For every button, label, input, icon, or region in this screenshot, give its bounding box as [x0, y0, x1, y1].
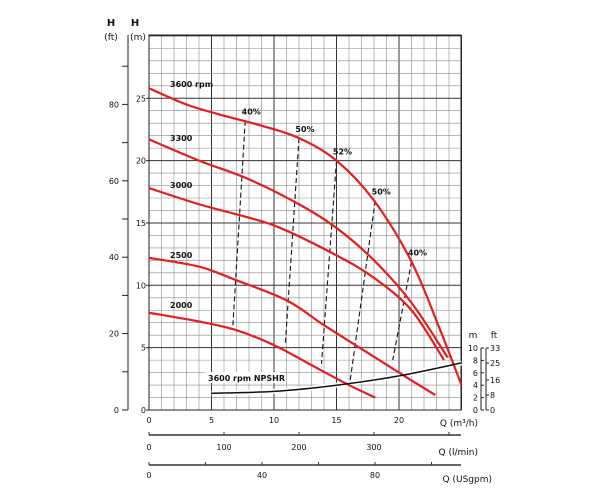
efficiency-line-2	[320, 160, 338, 364]
npsh-tick-label-ft: 25	[490, 359, 500, 368]
npsh-axis-unit-m: m	[469, 331, 478, 341]
efficiency-line-1	[284, 138, 300, 346]
x-tick-label-m3h: 15	[331, 416, 341, 425]
curve-label: 2500	[170, 251, 193, 260]
npsh-axis-unit-ft: ft	[491, 331, 498, 341]
y-tick-label-m: 10	[136, 281, 146, 290]
head-curve-3600-rpm	[148, 87, 463, 386]
efficiency-label: 50%	[295, 125, 314, 134]
curve-label: 3600 rpm	[170, 80, 213, 89]
labels: 40% 50% 52% 50% 40% 3600 rpm 3300 3000 2500 2000 3…	[170, 80, 427, 383]
x-tick-label-usgpm: 80	[370, 471, 380, 480]
npsh-tick-label-m: 2	[473, 394, 478, 403]
x-tick-label-lmin: 0	[146, 443, 151, 452]
x-axis-title-m3h: Q (m³/h)	[440, 419, 478, 429]
x-tick-label-usgpm: 40	[257, 471, 267, 480]
npsh-tick-label-m: 4	[473, 381, 478, 390]
curve-label: 3000	[170, 181, 193, 190]
npsh-tick-label-m: 0	[473, 406, 478, 415]
x-tick-label-m3h: 0	[146, 416, 151, 425]
efficiency-line-4	[392, 261, 413, 361]
npshr-label: 3600 rpm NPSHR	[208, 374, 285, 383]
efficiency-lines	[232, 120, 413, 381]
x-axis-title-usgpm: Q (USgpm)	[443, 475, 492, 485]
npsh-tick-label-ft: 8	[490, 391, 495, 400]
npsh-tick-label-m: 10	[468, 344, 478, 353]
npsh-tick-label-ft: 33	[490, 344, 500, 353]
y-tick-label-ft: 60	[109, 177, 119, 186]
head-curves	[148, 87, 463, 399]
curve-label: 3300	[170, 134, 193, 143]
x-axis-title-lmin: Q (l/min)	[439, 448, 478, 458]
x-tick-label-usgpm: 0	[146, 471, 151, 480]
curve-label: 2000	[170, 301, 193, 310]
efficiency-label: 50%	[372, 188, 391, 197]
x-tick-label-m3h: 5	[209, 416, 214, 425]
npsh-tick-label-m: 8	[473, 356, 478, 365]
x-tick-label-lmin: 200	[291, 443, 306, 452]
head-curve-2500	[148, 256, 436, 396]
y-tick-label-ft: 20	[109, 330, 119, 339]
x-tick-label-m3h: 20	[394, 416, 404, 425]
y-tick-label-m: 5	[141, 344, 146, 353]
y-tick-label-m: 25	[136, 94, 146, 103]
head-curve-3300	[148, 138, 449, 359]
head-curve-3000	[148, 186, 445, 361]
y-axis-title-m: H	[131, 18, 139, 29]
x-tick-label-lmin: 300	[366, 443, 381, 452]
y-tick-label-ft: 40	[109, 253, 119, 262]
npshr-label-bg	[205, 372, 280, 383]
y-tick-label-m: 0	[141, 406, 146, 415]
y-tick-label-ft: 80	[109, 100, 119, 109]
x-tick-label-m3h: 10	[269, 416, 279, 425]
grid	[148, 34, 462, 411]
efficiency-line-3	[349, 200, 376, 381]
efficiency-label: 40%	[408, 249, 427, 258]
y-tick-label-ft: 0	[114, 406, 119, 415]
y-axis-title-ft: H	[107, 18, 115, 29]
x-tick-label-lmin: 100	[216, 443, 231, 452]
efficiency-label: 40%	[242, 108, 261, 117]
y-axis-unit-m: (m)	[130, 33, 146, 43]
head-curve-2000	[148, 311, 376, 399]
npsh-tick-label-m: 6	[473, 369, 478, 378]
efficiency-label: 52%	[333, 148, 352, 157]
npsh-tick-label-ft: 16	[490, 376, 500, 385]
y-tick-label-m: 15	[136, 219, 146, 228]
y-axis-unit-ft: (ft)	[104, 33, 118, 43]
npsh-tick-label-ft: 0	[490, 406, 495, 415]
npshr-curve	[211, 362, 462, 395]
efficiency-line-0	[232, 120, 246, 328]
y-tick-label-m: 20	[136, 157, 146, 166]
